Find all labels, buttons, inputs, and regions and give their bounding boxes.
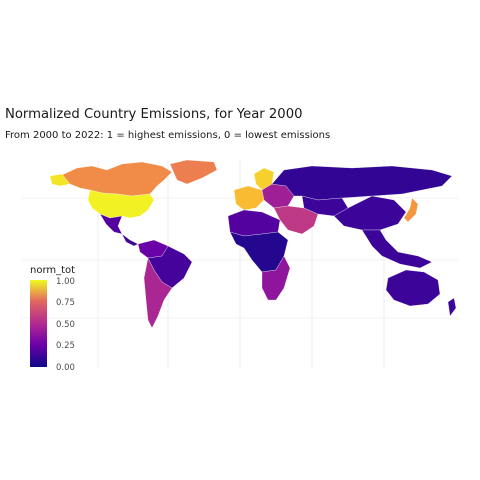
- legend-title: norm_tot: [30, 265, 76, 276]
- region-europe: [233, 167, 295, 211]
- region-asia: [301, 195, 433, 269]
- country-japan: [403, 197, 419, 223]
- legend-tick-label: 0.25: [56, 341, 75, 351]
- legend-tick-label: 0.75: [56, 298, 75, 308]
- country-new-zealand: [447, 297, 457, 317]
- region-north-america: [49, 160, 218, 247]
- country-canada: [61, 161, 173, 197]
- middle-east: [273, 205, 319, 235]
- country-russia: [271, 165, 453, 201]
- country-alaska: [49, 173, 71, 187]
- region-africa: [227, 209, 291, 301]
- country-usa: [87, 189, 155, 219]
- country-mexico: [99, 213, 123, 235]
- country-greenland: [169, 160, 218, 185]
- south-america-south: [143, 257, 173, 329]
- country-australia: [385, 269, 441, 307]
- chart-title: Normalized Country Emissions, for Year 2…: [5, 107, 303, 122]
- world-map: [22, 160, 458, 368]
- africa-north: [227, 209, 281, 237]
- africa-south: [261, 255, 291, 301]
- southeast-asia: [361, 229, 433, 269]
- legend-colorbar: [30, 280, 47, 367]
- region-south-america: [137, 239, 193, 329]
- legend-tick-label: 0.00: [56, 363, 75, 373]
- chart-subtitle: From 2000 to 2022: 1 = highest emissions…: [5, 130, 331, 141]
- country-china: [333, 195, 407, 231]
- legend-tick-label: 0.50: [56, 320, 75, 330]
- legend-tick-label: 1.00: [56, 277, 75, 287]
- europe-west: [233, 185, 265, 211]
- central-america: [121, 233, 139, 247]
